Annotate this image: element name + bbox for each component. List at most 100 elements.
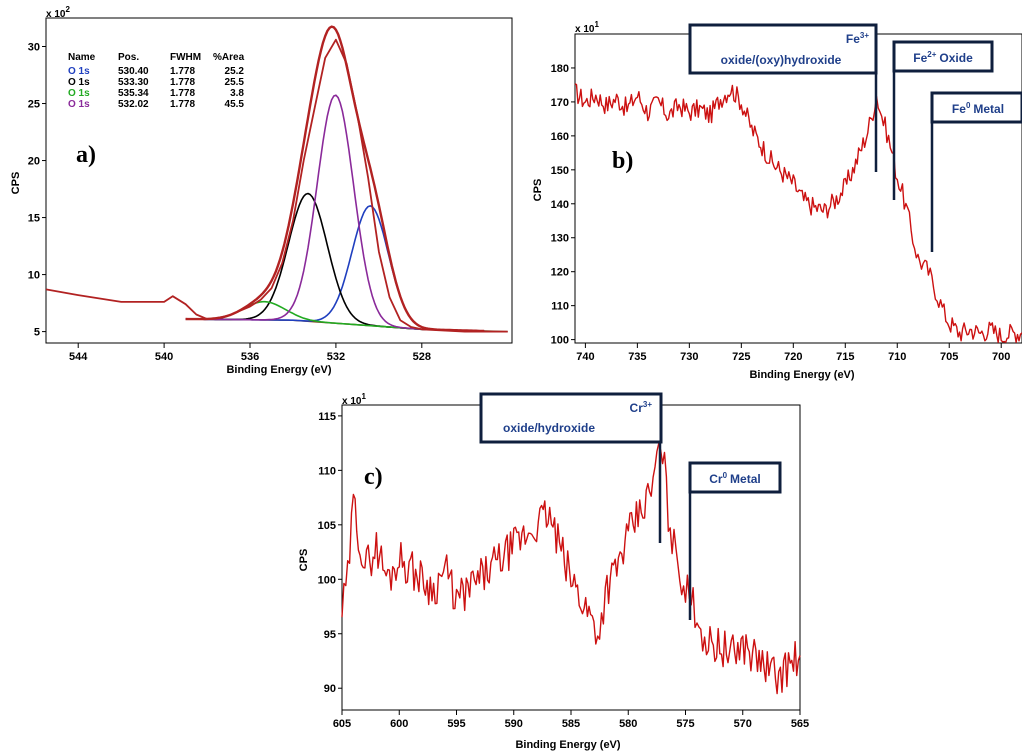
x-tick-label: 720 (784, 351, 802, 363)
legend-cell: O 1s (68, 88, 90, 99)
chart-a-ylabel: CPS (10, 172, 22, 195)
y-tick-label: 160 (551, 131, 569, 143)
chart-b-y-ticks: 100 110 120 130 140 150 160 170 180 (551, 63, 575, 347)
legend-header-cell: Pos. (118, 52, 139, 63)
legend-cell: 530.40 (118, 66, 149, 77)
chart-c-x-ticks: 605 600 595 590 585 580 575 570 565 (333, 710, 809, 730)
svg-text:Cr3+: Cr3+ (630, 400, 653, 415)
chart-b-frame (574, 33, 1022, 344)
chart-b-x-ticks: 740 735 730 725 720 715 710 705 700 (576, 343, 1010, 363)
legend-cell: 3.8 (230, 88, 244, 99)
legend-cell: 532.02 (118, 99, 149, 110)
x-tick-label: 585 (562, 718, 580, 730)
y-tick-label: 170 (551, 97, 569, 109)
chart-a-raw-spectrum (45, 38, 508, 333)
chart-b-spectrum-0 (574, 83, 1022, 343)
y-tick-label: 110 (551, 301, 569, 313)
chart-a-frame (45, 17, 513, 344)
chart-c-plot-area (341, 442, 801, 695)
chart-b-ylabel: CPS (532, 179, 544, 202)
y-tick-label: 30 (28, 42, 40, 54)
x-tick-label: 565 (791, 718, 809, 730)
chart-a-o1s: 544 540 536 532 528 5 10 15 20 25 30 x 102 CPS Bi… (10, 5, 513, 376)
chart-a-plot-area (45, 25, 508, 333)
y-tick-label: 130 (551, 233, 569, 245)
legend-cell: 25.5 (225, 77, 245, 88)
legend-row: O 1s 533.30 1.778 25.5 (68, 77, 244, 88)
chart-b-annotation-fe2: Fe2+ Oxide (892, 40, 994, 73)
legend-header-cell: %Area (213, 52, 245, 63)
chart-a-panel-label: a) (76, 142, 96, 168)
svg-text:oxide/(oxy)hydroxide: oxide/(oxy)hydroxide (721, 53, 842, 67)
chart-a-component-peak-0 (185, 205, 485, 332)
y-tick-label: 20 (28, 156, 40, 168)
y-tick-label: 180 (551, 63, 569, 75)
chart-c-spectrum-0 (341, 442, 801, 695)
y-tick-label: 140 (551, 199, 569, 211)
x-tick-label: 725 (732, 351, 750, 363)
chart-c-cr2p: 605 600 595 590 585 580 575 570 565 90 95 100 105 11… (298, 392, 809, 751)
x-tick-label: 570 (734, 718, 752, 730)
chart-a-y-multiplier: x 102 (46, 5, 70, 20)
chart-b-annotation-fe0: Fe0 Metal (930, 91, 1022, 124)
y-tick-label: 5 (34, 327, 40, 339)
y-tick-label: 10 (28, 270, 40, 282)
y-tick-label: 100 (551, 335, 569, 347)
legend-header-cell: Name (68, 52, 96, 63)
chart-b-plot-area (574, 83, 1022, 343)
y-tick-label: 150 (551, 165, 569, 177)
chart-b-annotation-fe3: Fe3+ oxide/(oxy)hydroxide (688, 23, 878, 75)
chart-a-y-ticks: 5 10 15 20 25 30 (28, 42, 46, 339)
chart-c-y-multiplier: x 101 (342, 392, 366, 407)
legend-cell: 1.778 (170, 88, 195, 99)
x-tick-label: 700 (992, 351, 1010, 363)
legend-cell: 45.5 (225, 99, 245, 110)
x-tick-label: 730 (680, 351, 698, 363)
x-tick-label: 735 (628, 351, 646, 363)
x-tick-label: 740 (576, 351, 594, 363)
x-tick-label: 532 (327, 351, 345, 363)
y-tick-label: 95 (324, 629, 336, 641)
legend-row: O 1s 532.02 1.778 45.5 (68, 99, 244, 110)
legend-cell: 1.778 (170, 99, 195, 110)
x-tick-label: 715 (836, 351, 854, 363)
legend-cell: O 1s (68, 66, 90, 77)
legend-cell: 533.30 (118, 77, 149, 88)
legend-header-cell: FWHM (170, 52, 201, 63)
x-tick-label: 540 (155, 351, 173, 363)
y-tick-label: 100 (318, 574, 336, 586)
chart-b-xlabel: Binding Energy (eV) (749, 369, 854, 381)
x-tick-label: 536 (241, 351, 259, 363)
legend-cell: O 1s (68, 77, 90, 88)
chart-c-ylabel: CPS (298, 549, 310, 572)
x-tick-label: 544 (69, 351, 88, 363)
y-tick-label: 105 (318, 520, 336, 532)
chart-a-x-ticks: 544 540 536 532 528 (69, 343, 431, 363)
chart-b-fe2p: 740 735 730 725 720 715 710 705 700 100 110 120 130… (532, 20, 1022, 381)
x-tick-label: 528 (413, 351, 431, 363)
chart-c-annotation-cr0: Cr0 Metal (688, 461, 782, 494)
legend-header: Name Pos. FWHM %Area (68, 52, 245, 63)
chart-c-y-ticks: 90 95 100 105 110 115 (318, 411, 342, 695)
x-tick-label: 605 (333, 718, 351, 730)
x-tick-label: 595 (447, 718, 465, 730)
chart-a-component-peak-1 (185, 192, 485, 332)
legend-row: O 1s 535.34 1.778 3.8 (68, 88, 244, 99)
legend-cell: 1.778 (170, 66, 195, 77)
y-tick-label: 115 (318, 411, 336, 423)
x-tick-label: 710 (888, 351, 906, 363)
legend-cell: O 1s (68, 99, 90, 110)
chart-c-panel-label: c) (364, 464, 383, 490)
svg-text:oxide/hydroxide: oxide/hydroxide (503, 421, 595, 435)
chart-a-component-peak-3 (185, 94, 485, 332)
chart-a-xlabel: Binding Energy (eV) (226, 364, 331, 376)
svg-text:Fe2+Oxide: Fe2+ Oxide (913, 50, 973, 65)
y-tick-label: 120 (551, 267, 569, 279)
chart-c-xlabel: Binding Energy (eV) (515, 739, 620, 751)
chart-b-y-multiplier: x 101 (575, 20, 599, 35)
x-tick-label: 600 (390, 718, 408, 730)
